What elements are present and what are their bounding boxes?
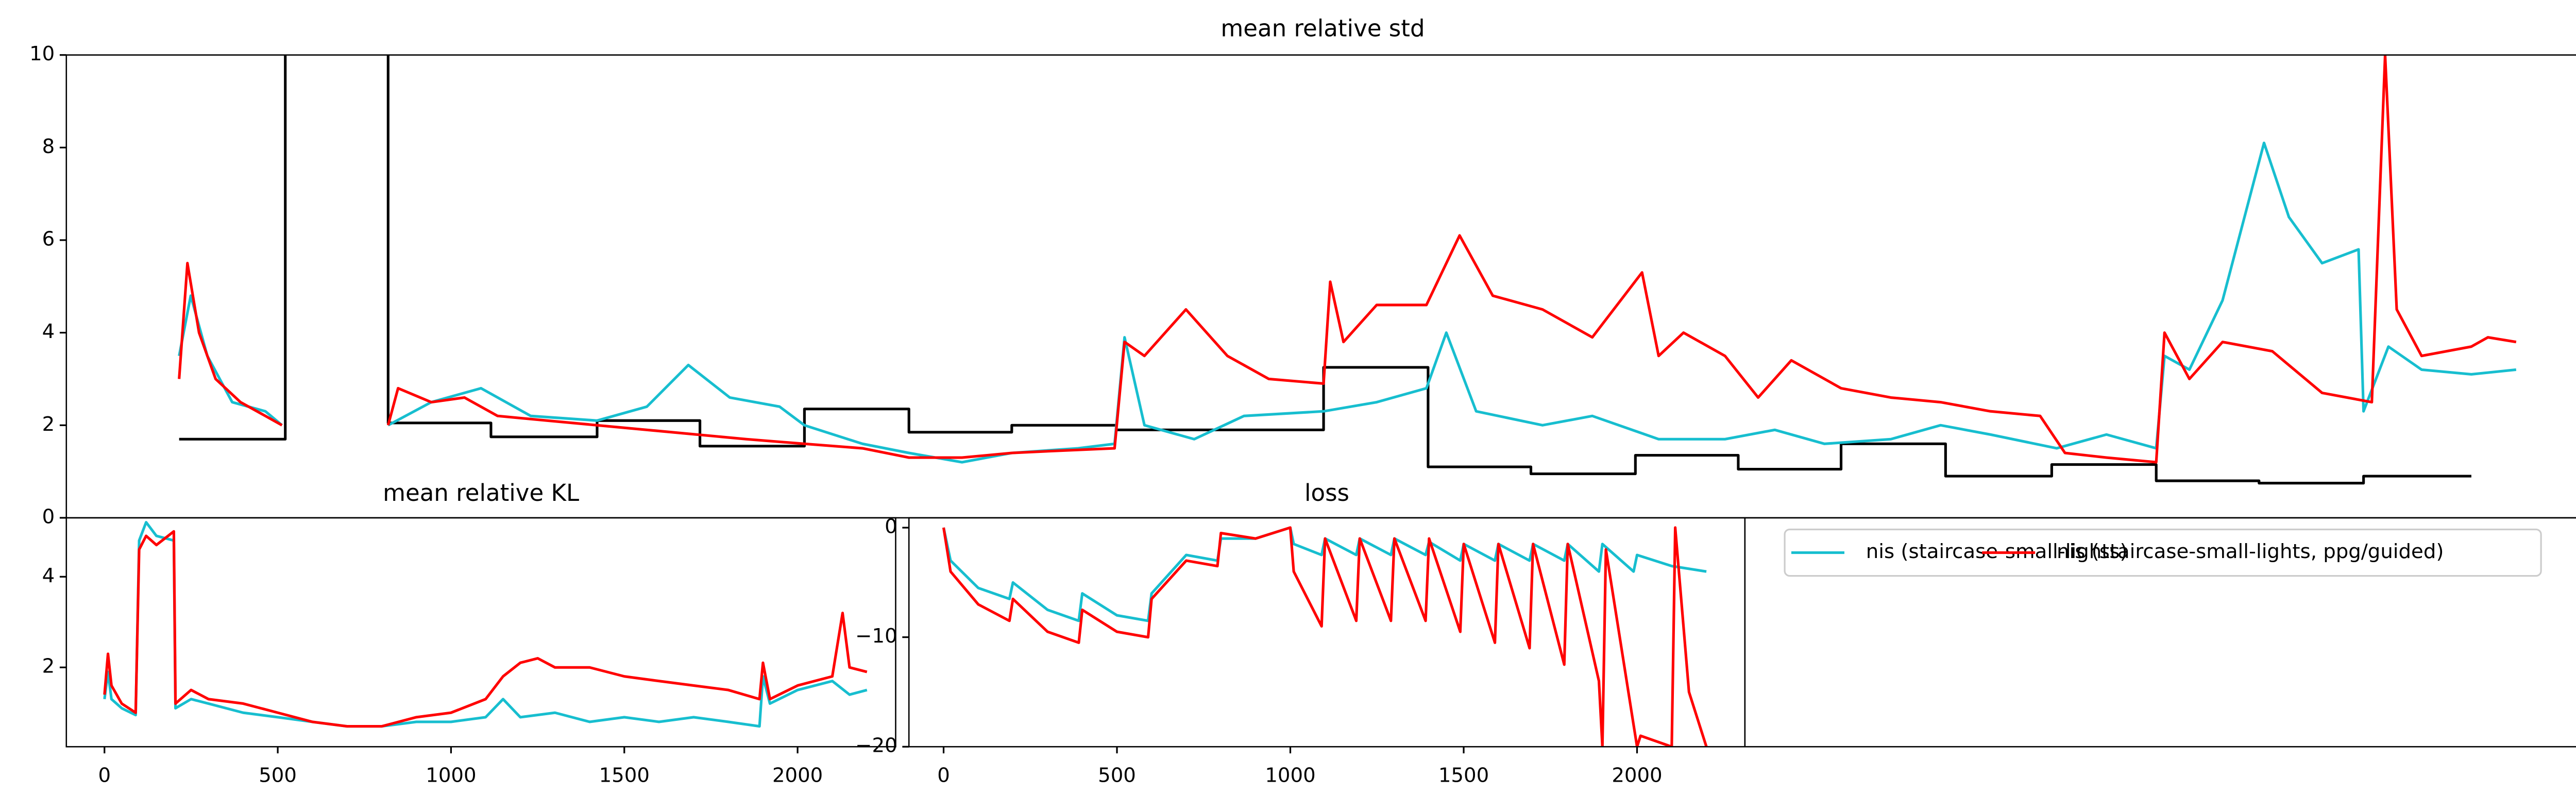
plot-area xyxy=(942,526,1708,747)
chart-title: mean relative std xyxy=(1221,14,1425,42)
axes-frame xyxy=(65,517,896,748)
x-tick-label: 2000 xyxy=(772,764,823,787)
x-tick-label: 1000 xyxy=(426,764,476,787)
x-tick-label: 0 xyxy=(937,764,950,787)
x-tick-label: 500 xyxy=(1098,764,1136,787)
series-line xyxy=(103,521,868,728)
series-line xyxy=(179,55,2471,485)
plot-area xyxy=(178,55,2517,485)
x-tick-label: 500 xyxy=(259,764,297,787)
axes-frame xyxy=(908,517,1746,748)
x-tick-label: 2000 xyxy=(1612,764,1662,787)
x-tick-label: 1500 xyxy=(599,764,650,787)
y-tick-label: 10 xyxy=(29,42,55,65)
x-tick-label: 0 xyxy=(98,764,111,787)
y-tick-label: 4 xyxy=(42,564,55,587)
y-tick-label: 2 xyxy=(42,655,55,678)
series-line xyxy=(178,141,2517,464)
y-tick-label: 4 xyxy=(42,320,55,343)
axes-frame xyxy=(65,54,2576,519)
chart-title: mean relative KL xyxy=(383,479,579,507)
x-tick-label: 1000 xyxy=(1265,764,1315,787)
y-tick-label: −20 xyxy=(855,734,897,757)
series-line xyxy=(178,55,2517,464)
y-tick-label: 0 xyxy=(42,505,55,528)
series-line xyxy=(103,530,868,728)
x-tick-label: 1500 xyxy=(1438,764,1489,787)
legend-box xyxy=(1784,528,2542,577)
plot-area xyxy=(103,521,868,728)
y-tick-label: 8 xyxy=(42,135,55,158)
y-tick-label: 2 xyxy=(42,413,55,436)
y-tick-label: 6 xyxy=(42,227,55,250)
y-tick-label: 0 xyxy=(885,515,897,538)
series-line xyxy=(942,526,1708,747)
chart-title: loss xyxy=(1304,479,1349,507)
y-tick-label: −10 xyxy=(855,625,897,648)
legend-label: nis (staircase-small-lights, ppg/guided) xyxy=(2057,540,2444,563)
